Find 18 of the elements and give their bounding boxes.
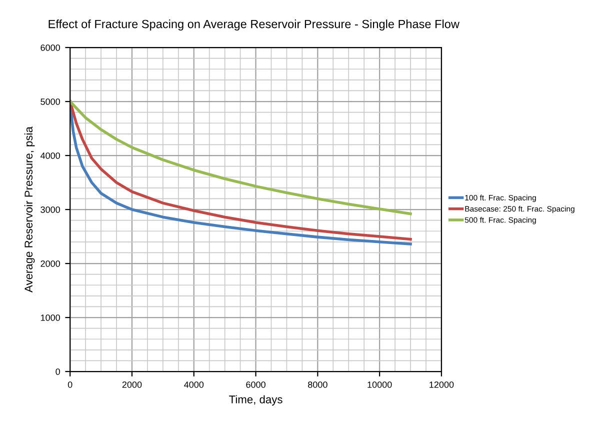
x-tick-label: 12000 [430,381,454,388]
y-tick-label: 4000 [40,152,60,159]
x-tick-label: 4000 [184,381,204,388]
x-axis-title: Time, days [229,395,282,406]
x-tick-label: 10000 [368,381,392,388]
y-tick-label: 3000 [40,206,60,213]
x-tick-label: 0 [68,381,72,388]
y-tick-label: 0 [56,368,60,375]
y-tick-label: 6000 [40,44,60,51]
chart-title: Effect of Fracture Spacing on Average Reservoir Pressure - Single Phase Flow [48,20,460,31]
y-tick-label: 5000 [40,98,60,105]
x-tick-label: 8000 [308,381,328,388]
x-tick-label: 6000 [246,381,266,388]
x-tick-label: 2000 [122,381,142,388]
y-tick-label: 1000 [40,314,60,321]
y-tick-label: 2000 [40,260,60,267]
line-series [70,100,412,216]
y-axis-title: Average Reservoir Pressure, psia [24,126,35,292]
